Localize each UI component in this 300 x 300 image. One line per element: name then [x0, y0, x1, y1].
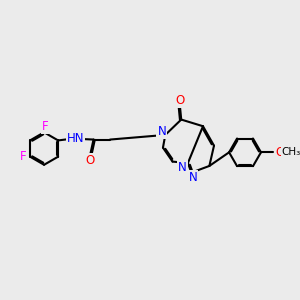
- Text: O: O: [85, 154, 95, 167]
- Text: HN: HN: [67, 133, 84, 146]
- Text: CH₃: CH₃: [282, 147, 300, 157]
- Text: O: O: [275, 146, 284, 159]
- Text: O: O: [175, 94, 184, 106]
- Text: N: N: [188, 171, 197, 184]
- Text: F: F: [42, 120, 49, 133]
- Text: N: N: [178, 161, 187, 174]
- Text: F: F: [20, 150, 26, 163]
- Text: N: N: [158, 125, 166, 138]
